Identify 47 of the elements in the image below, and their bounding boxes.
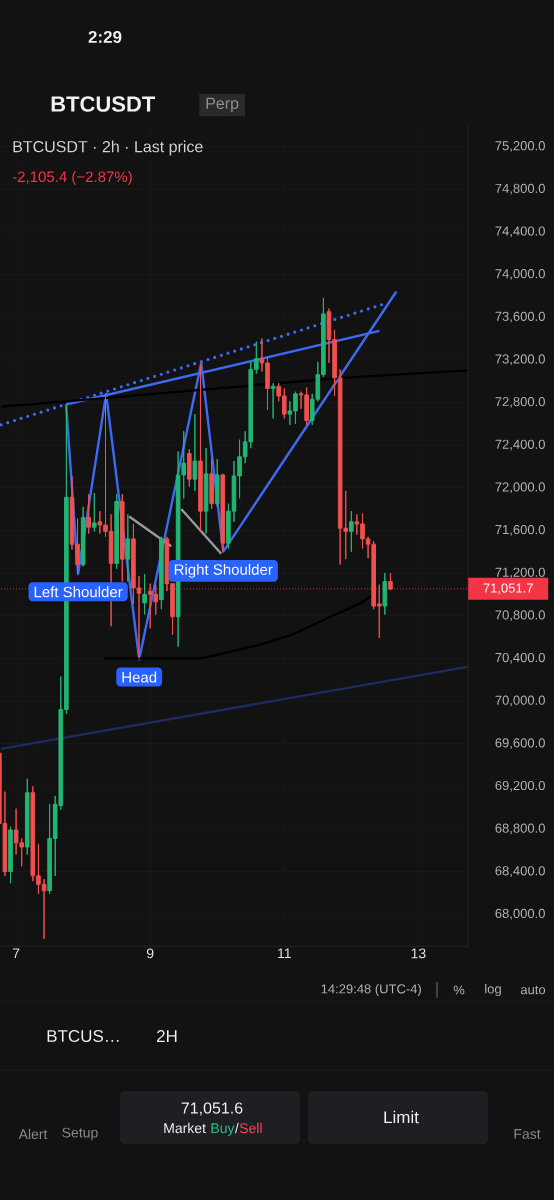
x-tick-label: 13 bbox=[411, 948, 426, 959]
y-tick-label: 74,400.0 bbox=[495, 226, 545, 238]
y-tick-label: 70,800.0 bbox=[495, 610, 545, 622]
text: -2,105.4 (−2.87%) bbox=[12, 171, 132, 185]
y-tick-label: 70,400.0 bbox=[495, 652, 545, 664]
y-tick-label: 73,200.0 bbox=[495, 354, 545, 366]
text: 2H bbox=[156, 1030, 177, 1042]
x-tick-label: 9 bbox=[146, 948, 154, 959]
x-tick-label: 11 bbox=[278, 948, 291, 959]
y-tick-label: 68,400.0 bbox=[495, 866, 545, 877]
y-tick-label: 72,000.0 bbox=[495, 482, 545, 494]
y-tick-label: 75,200.0 bbox=[495, 141, 545, 152]
text: % bbox=[453, 985, 465, 995]
annotation: Head bbox=[122, 671, 157, 683]
text: Limit bbox=[384, 1110, 419, 1124]
y-tick-label: 72,400.0 bbox=[495, 439, 545, 451]
text: 14:29:48 (UTC-4) bbox=[321, 983, 421, 997]
ref-line-label: 71,051.7 bbox=[483, 583, 533, 595]
text: auto bbox=[520, 985, 546, 995]
y-tick-label: 69,600.0 bbox=[495, 738, 545, 749]
y-tick-label: 72,800.0 bbox=[495, 397, 545, 408]
text: Fast bbox=[514, 1129, 541, 1139]
text: 2:29 bbox=[88, 30, 122, 44]
text: Alert bbox=[18, 1128, 48, 1140]
text: Buy bbox=[211, 1123, 235, 1136]
y-tick-label: 68,000.0 bbox=[495, 908, 545, 920]
text: / bbox=[234, 1122, 239, 1134]
text: Setup bbox=[62, 1127, 98, 1141]
y-tick-label: 69,200.0 bbox=[495, 780, 545, 792]
annotation: Right Shoulder bbox=[174, 563, 273, 578]
y-tick-label: 73,600.0 bbox=[495, 311, 545, 323]
text: BTCUS… bbox=[47, 1029, 119, 1043]
text: 71,051.6 bbox=[181, 1102, 243, 1116]
y-tick-label: 68,800.0 bbox=[495, 823, 545, 835]
text: Perp bbox=[206, 97, 239, 113]
y-tick-label: 74,800.0 bbox=[495, 183, 545, 195]
y-tick-label: 74,000.0 bbox=[495, 269, 545, 280]
text: Sell bbox=[239, 1122, 262, 1134]
annotation: Left Shoulder bbox=[34, 586, 123, 598]
text: BTCUSDT · 2h · Last price bbox=[13, 140, 203, 156]
y-tick-label: 71,600.0 bbox=[495, 524, 545, 536]
x-tick-label: 7 bbox=[12, 948, 20, 959]
text: BTCUSDT bbox=[51, 96, 156, 112]
text: Market bbox=[164, 1122, 206, 1134]
y-tick-label: 70,000.0 bbox=[495, 695, 545, 707]
text: log bbox=[485, 983, 501, 997]
y-tick-label: 71,200.0 bbox=[495, 567, 545, 579]
